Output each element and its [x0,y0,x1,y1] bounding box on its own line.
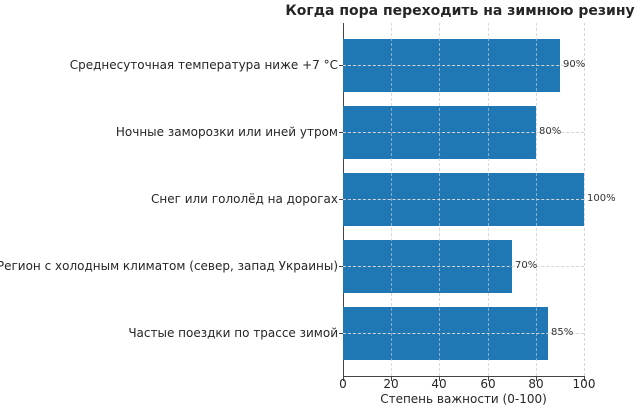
plot-area: 90% 80% 100% 70% 85% [343,23,616,376]
grid-overlay-60 [488,23,489,376]
x-tick [343,377,344,381]
y-tick-label: Ночные заморозки или иней утром [115,125,338,139]
y-tick [339,132,343,133]
grid-line-row-1 [343,65,584,66]
x-tick [584,377,585,381]
value-label: 70% [515,260,538,271]
x-tick-label: 80 [528,377,544,391]
y-tick-label: Среднесуточная температура ниже +7 °C [69,58,338,72]
y-tick-label: Частые поездки по трассе зимой [128,326,338,340]
grid-overlay-20 [391,23,392,376]
grid-overlay-80 [536,23,537,376]
x-tick [536,377,537,381]
x-tick-label: 20 [383,377,399,391]
x-tick-label: 100 [572,377,596,391]
grid-line-row-2 [343,132,584,133]
grid-line-row-4 [343,266,584,267]
grid-line-row-5 [343,333,584,334]
value-label: 90% [563,59,586,70]
y-tick-label: Снег или гололёд на дорогах [150,192,338,206]
grid-line-row-3 [343,199,584,200]
grid-overlay-40 [439,23,440,376]
y-tick [339,266,343,267]
chart-title: Когда пора переходить на зимнюю резину [285,3,635,19]
x-axis-spine [343,376,585,377]
y-tick [339,333,343,334]
value-label: 85% [551,327,574,338]
x-tick [439,377,440,381]
x-tick-label: 40 [431,377,447,391]
value-label: 100% [587,193,616,204]
y-tick-label: Регион с холодным климатом (север, запад… [0,259,338,273]
y-tick [339,65,343,66]
x-axis-title: Степень важности (0-100) [380,392,547,406]
x-tick [391,377,392,381]
x-tick-label: 0 [339,377,347,391]
y-tick [339,199,343,200]
x-tick [488,377,489,381]
value-label: 80% [539,126,562,137]
grid-line-100 [584,23,585,376]
x-tick-label: 60 [480,377,496,391]
